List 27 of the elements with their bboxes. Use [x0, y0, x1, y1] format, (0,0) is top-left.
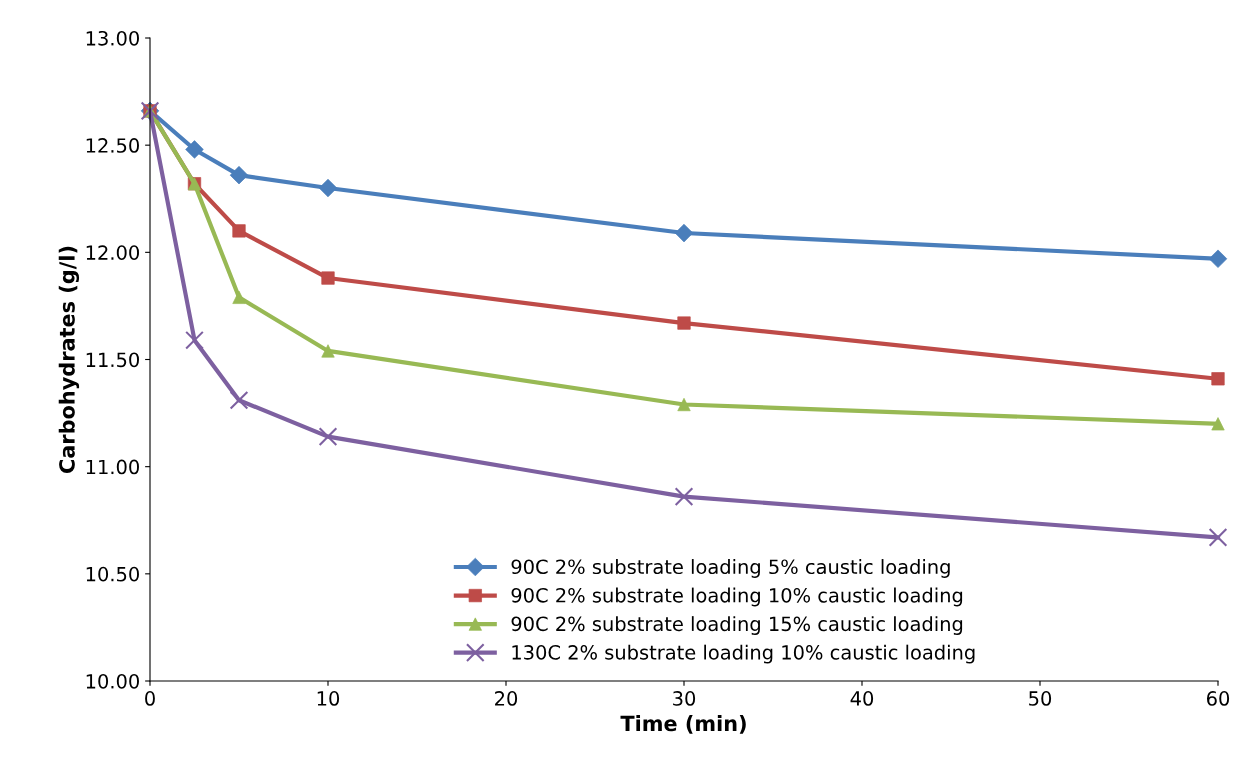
- y-tick-label: 10.00: [86, 673, 139, 689]
- x-tick-label: 0: [145, 691, 155, 706]
- legend-label: 90C 2% substrate loading 10% caustic loading: [511, 587, 963, 607]
- x-tick-label: 60: [1206, 691, 1230, 706]
- y-tick-label: 10.50: [86, 566, 139, 582]
- point: [318, 427, 338, 447]
- y-tick-label: 12.00: [86, 245, 139, 260]
- legend-label: 90C 2% substrate loading 5% caustic loading: [511, 559, 950, 578]
- y-tick-label: 11.50: [86, 352, 139, 368]
- x-tick-label: 50: [1029, 691, 1052, 706]
- legend-label: 130C 2% substrate loading 10% caustic loading: [512, 644, 975, 664]
- point: [677, 397, 691, 412]
- y-tick-label: 11.00: [86, 459, 139, 475]
- y-tick-label: 12.50: [86, 138, 139, 153]
- x-tick-label: 20: [495, 691, 518, 706]
- point: [185, 330, 204, 350]
- point: [229, 390, 249, 410]
- y-axis-title: Carbohydrates (g/l): [58, 246, 80, 473]
- point: [229, 165, 249, 185]
- x-axis-title: Time (min): [620, 715, 746, 734]
- x-tick-label: 40: [850, 691, 874, 706]
- x-tick-label: 30: [673, 691, 696, 706]
- point: [674, 487, 694, 507]
- y-tick-label: 13.00: [86, 30, 139, 46]
- point: [1208, 528, 1228, 547]
- legend-label: 90C 2% substrate loading 15% caustic loading: [511, 616, 963, 635]
- x-tick-label: 10: [317, 691, 340, 706]
